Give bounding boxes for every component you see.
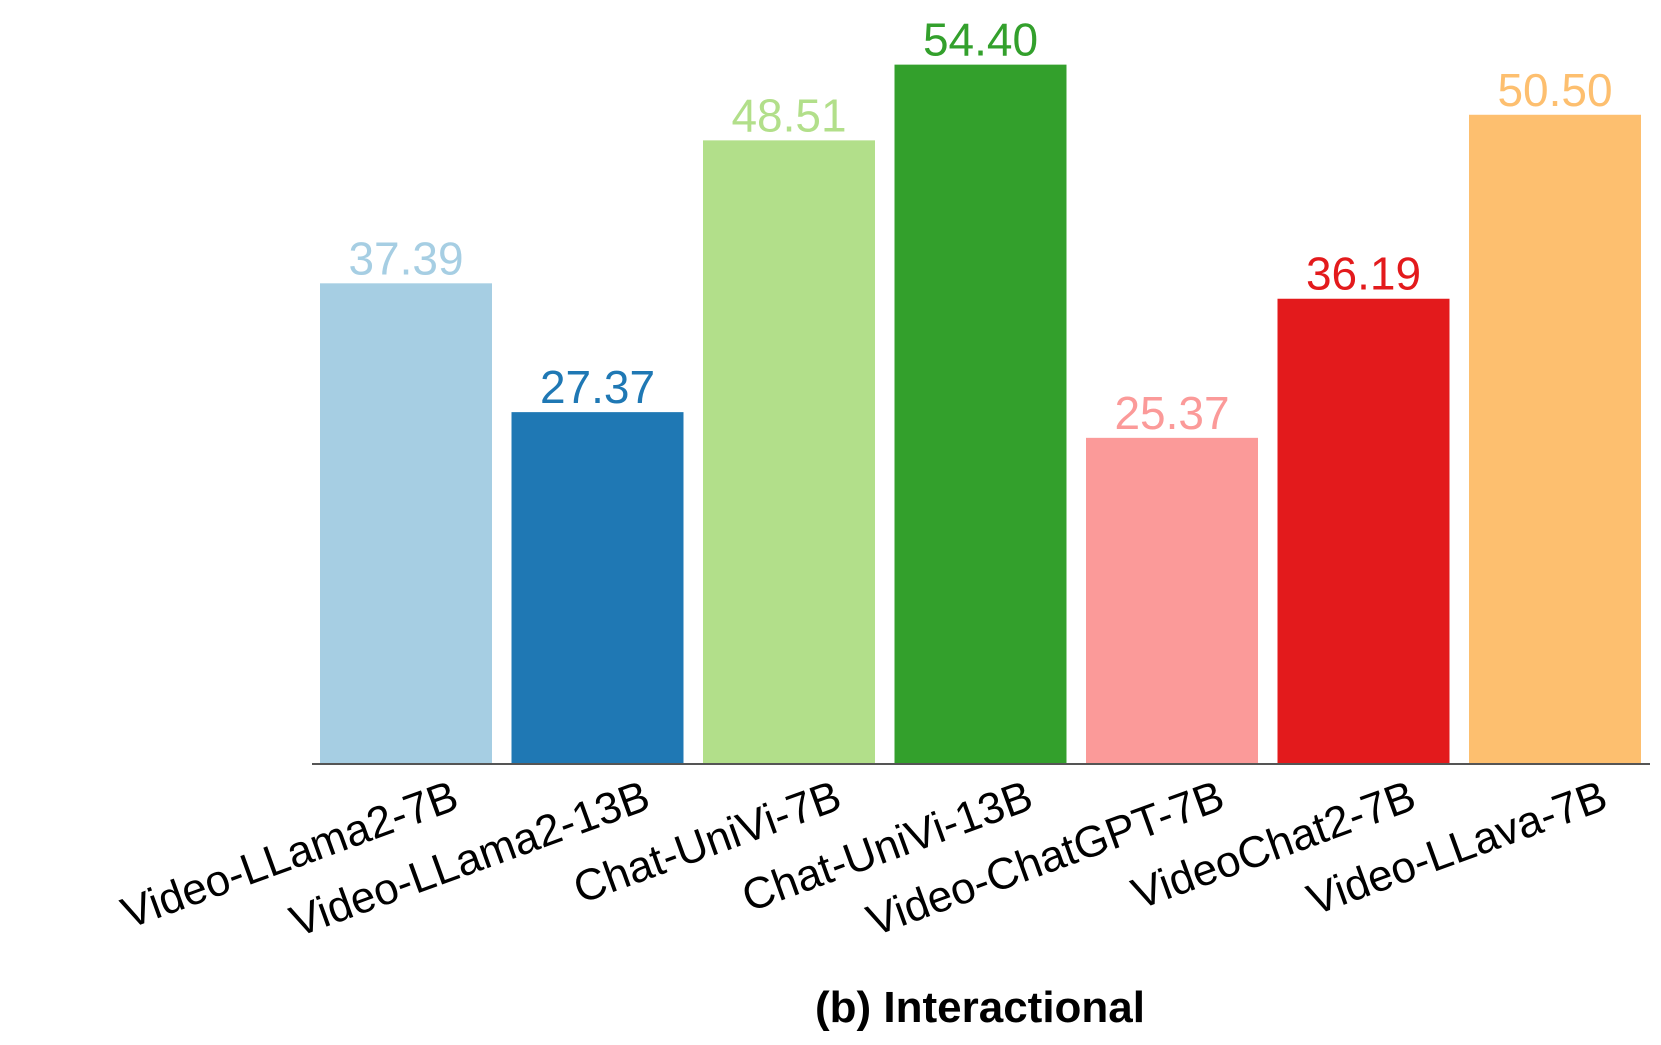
bar-videochat2-7b	[1277, 298, 1450, 764]
bar-video-chatgpt-7b	[1086, 437, 1258, 764]
x-tick-labels-group: Video-LLama2-7BVideo-LLama2-13BChat-UniV…	[115, 771, 1613, 946]
data-label: 50.50	[1497, 64, 1612, 116]
bar-video-llama2-13b	[511, 412, 684, 764]
data-label: 25.37	[1114, 387, 1229, 439]
bar-video-llava-7b	[1469, 114, 1641, 765]
data-label: 54.40	[923, 14, 1038, 66]
data-label: 37.39	[348, 232, 463, 284]
bar-chat-univi-13b	[894, 64, 1067, 764]
bar-chat-univi-7b	[703, 140, 875, 764]
value-labels-group: 37.39 27.37 48.51 54.40 25.37 36.19 50.50	[348, 14, 1612, 439]
bars-group	[320, 64, 1641, 765]
data-label: 27.37	[540, 361, 655, 413]
data-label: 48.51	[731, 89, 846, 141]
chart-title: (b) Interactional	[815, 983, 1145, 1032]
bar-video-llama2-7b	[320, 283, 492, 764]
data-label: 36.19	[1306, 248, 1421, 300]
